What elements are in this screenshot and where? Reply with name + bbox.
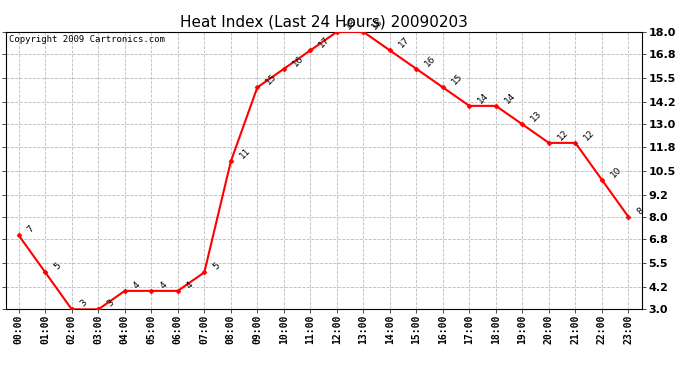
Text: 12: 12 (556, 128, 570, 142)
Text: 14: 14 (503, 91, 518, 105)
Text: 11: 11 (238, 146, 253, 160)
Text: 15: 15 (450, 72, 464, 87)
Text: 5: 5 (211, 261, 221, 272)
Text: 17: 17 (317, 35, 332, 50)
Text: 13: 13 (529, 109, 544, 124)
Text: 17: 17 (397, 35, 411, 50)
Text: 4: 4 (158, 280, 168, 290)
Text: 18: 18 (371, 16, 385, 31)
Text: 3: 3 (106, 298, 116, 309)
Text: 4: 4 (185, 280, 195, 290)
Title: Heat Index (Last 24 Hours) 20090203: Heat Index (Last 24 Hours) 20090203 (179, 14, 468, 29)
Text: 8: 8 (635, 206, 646, 216)
Text: 7: 7 (26, 224, 36, 235)
Text: Copyright 2009 Cartronics.com: Copyright 2009 Cartronics.com (9, 34, 165, 44)
Text: 15: 15 (264, 72, 279, 87)
Text: 18: 18 (344, 16, 358, 31)
Text: 3: 3 (79, 298, 89, 309)
Text: 12: 12 (582, 128, 597, 142)
Text: 16: 16 (290, 54, 305, 68)
Text: 16: 16 (424, 54, 438, 68)
Text: 5: 5 (52, 261, 63, 272)
Text: 4: 4 (132, 280, 142, 290)
Text: 10: 10 (609, 165, 623, 179)
Text: 14: 14 (476, 91, 491, 105)
